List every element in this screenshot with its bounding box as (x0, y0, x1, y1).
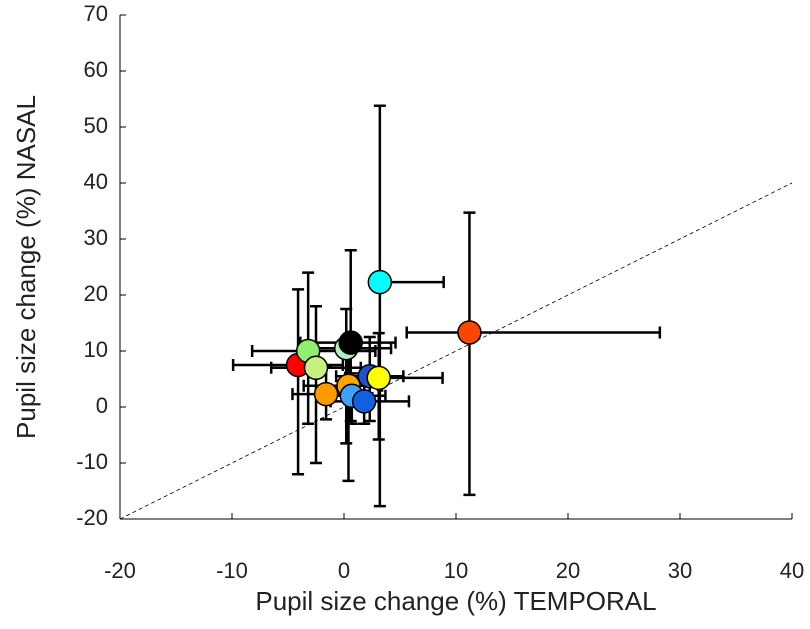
y-tick-label: -10 (76, 449, 108, 474)
point (313, 381, 339, 407)
y-tick-label: 50 (84, 113, 108, 138)
x-tick-label: 40 (780, 558, 804, 583)
point (338, 330, 363, 355)
x-tick-label: 10 (444, 558, 468, 583)
y-error-bar (463, 211, 476, 497)
y-tick-label: 70 (84, 1, 108, 26)
y-axis-label: Pupil size change (%) NASAL (11, 95, 41, 439)
y-tick-label: 40 (84, 169, 108, 194)
point (366, 365, 391, 391)
x-error-bar (405, 326, 662, 339)
y-error-bar (373, 104, 386, 508)
y-tick-label: 60 (84, 57, 108, 82)
point (457, 320, 482, 345)
y-tick-label: 30 (84, 225, 108, 250)
x-tick-label: 0 (338, 558, 350, 583)
x-axis-label: Pupil size change (%) TEMPORAL (255, 586, 656, 616)
x-tick-label: -20 (104, 558, 136, 583)
y-tick-label: 10 (84, 337, 108, 362)
x-tick-label: 30 (668, 558, 692, 583)
identity-line (119, 182, 793, 520)
point (367, 269, 393, 295)
x-tick-label: 20 (556, 558, 580, 583)
point (351, 389, 377, 414)
y-tick-label: -20 (76, 505, 108, 530)
point (303, 355, 329, 381)
y-tick-label: 0 (96, 393, 108, 418)
y-error-bar (292, 288, 305, 476)
x-tick-label: -10 (216, 558, 248, 583)
y-tick-label: 20 (84, 281, 108, 306)
